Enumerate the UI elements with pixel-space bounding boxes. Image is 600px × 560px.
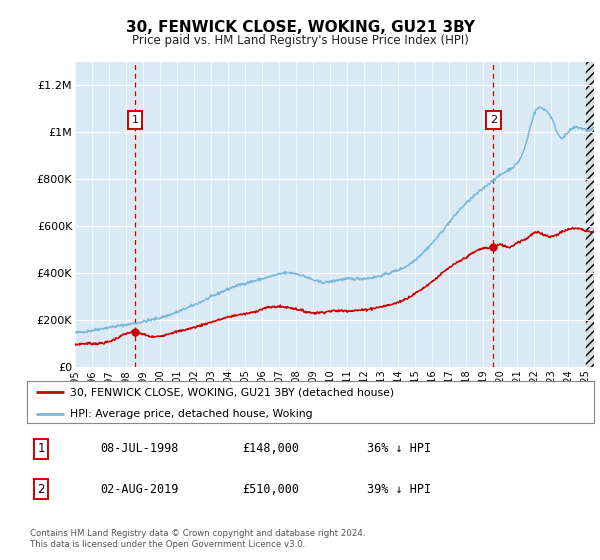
Text: 39% ↓ HPI: 39% ↓ HPI: [367, 483, 431, 496]
Text: 30, FENWICK CLOSE, WOKING, GU21 3BY (detached house): 30, FENWICK CLOSE, WOKING, GU21 3BY (det…: [70, 387, 394, 397]
Text: 1: 1: [37, 442, 45, 455]
Text: 08-JUL-1998: 08-JUL-1998: [101, 442, 179, 455]
Text: Price paid vs. HM Land Registry's House Price Index (HPI): Price paid vs. HM Land Registry's House …: [131, 34, 469, 46]
Text: Contains HM Land Registry data © Crown copyright and database right 2024.
This d: Contains HM Land Registry data © Crown c…: [30, 529, 365, 549]
Text: £510,000: £510,000: [242, 483, 299, 496]
Text: 36% ↓ HPI: 36% ↓ HPI: [367, 442, 431, 455]
Text: 1: 1: [131, 115, 139, 125]
Text: 30, FENWICK CLOSE, WOKING, GU21 3BY: 30, FENWICK CLOSE, WOKING, GU21 3BY: [125, 20, 475, 35]
Text: 2: 2: [490, 115, 497, 125]
Bar: [586, 62, 594, 367]
Text: HPI: Average price, detached house, Woking: HPI: Average price, detached house, Woki…: [70, 409, 312, 418]
Text: 2: 2: [37, 483, 45, 496]
Text: £148,000: £148,000: [242, 442, 299, 455]
Text: 02-AUG-2019: 02-AUG-2019: [101, 483, 179, 496]
